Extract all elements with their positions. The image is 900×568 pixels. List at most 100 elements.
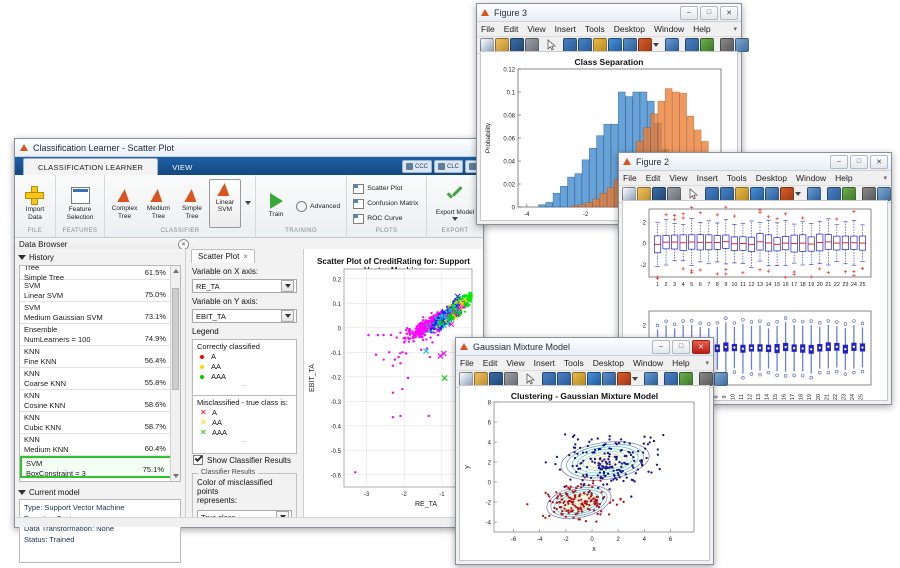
legend-icon[interactable] — [679, 372, 693, 386]
open-folder-icon[interactable] — [495, 38, 509, 52]
scroll-down-icon[interactable] — [173, 474, 179, 478]
print-icon[interactable] — [667, 187, 681, 201]
colorbar-icon[interactable] — [664, 372, 678, 386]
zoom-out-icon[interactable] — [557, 372, 571, 386]
figure-2-menu-tools[interactable]: Tools — [726, 173, 747, 183]
legend-icon[interactable] — [700, 38, 714, 52]
pan-icon[interactable] — [593, 38, 607, 52]
history-item[interactable]: SVM Linear SVM 75.0% — [20, 280, 180, 302]
history-scrollbar[interactable] — [170, 266, 180, 481]
pointer-icon[interactable] — [687, 188, 699, 200]
current-model-section-header[interactable]: Current model — [15, 486, 83, 498]
new-file-icon[interactable] — [480, 38, 494, 52]
history-section-header[interactable]: History — [15, 251, 185, 263]
tab-view[interactable]: VIEW — [172, 162, 193, 172]
save-icon[interactable] — [489, 372, 503, 386]
show-classifier-results-checkbox[interactable]: Show Classifier Results — [193, 455, 291, 465]
gmm-menu-edit[interactable]: Edit — [482, 358, 498, 368]
quick-access-clc[interactable]: CLC — [433, 160, 463, 173]
colorbar-icon[interactable] — [685, 38, 699, 52]
close-button[interactable]: ✕ — [720, 5, 738, 20]
plot-scatter-plot-button[interactable]: Scatter Plot — [351, 183, 404, 195]
rotate-icon[interactable] — [750, 187, 764, 201]
classifier-linear-svm[interactable]: Linear SVM — [208, 178, 242, 228]
figure-2-menu-desktop[interactable]: Desktop — [755, 173, 787, 183]
figure-2-menu-view[interactable]: View — [669, 173, 688, 183]
pointer-icon[interactable] — [545, 39, 557, 51]
history-item[interactable]: KNN Cubic KNN 58.7% — [20, 412, 180, 434]
rotate-icon[interactable] — [608, 38, 622, 52]
classifier-simple-tree[interactable]: Simple Tree — [177, 186, 207, 220]
zoom-out-icon[interactable] — [720, 187, 734, 201]
maximize-button[interactable]: □ — [672, 339, 690, 354]
figure-2-menu-window[interactable]: Window — [795, 173, 827, 183]
figure-3-menu-window[interactable]: Window — [653, 24, 685, 34]
history-item[interactable]: KNN Coarse KNN 55.8% — [20, 368, 180, 390]
minimize-button[interactable]: – — [652, 339, 670, 354]
classifier-complex-tree[interactable]: Complex Tree — [109, 186, 140, 221]
gmm-menu-window[interactable]: Window — [632, 358, 664, 368]
colorbar-icon[interactable] — [827, 187, 841, 201]
figure-3-menu-insert[interactable]: Insert — [554, 24, 576, 34]
new-file-icon[interactable] — [622, 187, 636, 201]
brush-icon[interactable] — [617, 372, 631, 386]
hide-plot-icon[interactable] — [862, 187, 876, 201]
gmm-menu-view[interactable]: View — [506, 358, 525, 368]
maximize-button[interactable]: □ — [850, 154, 868, 169]
figure-2-menu-insert[interactable]: Insert — [696, 173, 718, 183]
pan-icon[interactable] — [735, 187, 749, 201]
figure-3-menu-overflow-icon[interactable]: ▾ — [733, 26, 737, 33]
x-axis-select[interactable]: RE_TA — [192, 279, 297, 293]
export-model-button[interactable]: Export Model — [431, 187, 479, 222]
pan-icon[interactable] — [572, 372, 586, 386]
minimize-button[interactable]: – — [680, 5, 698, 20]
history-item[interactable]: Ensemble NumLearners = 100 74.9% — [20, 324, 180, 346]
hide-plot-icon[interactable] — [699, 372, 713, 386]
dropcaret[interactable] — [795, 188, 801, 200]
import-data-button[interactable]: Import Data — [19, 184, 51, 222]
figure-3-menu-edit[interactable]: Edit — [503, 24, 519, 34]
gmm-menu-insert[interactable]: Insert — [533, 358, 555, 368]
figure-2-menu-file[interactable]: File — [623, 173, 637, 183]
brush-icon[interactable] — [638, 38, 652, 52]
gmm-menu-help[interactable]: Help — [672, 358, 690, 368]
rotate-icon[interactable] — [587, 372, 601, 386]
datacursor-icon[interactable] — [623, 38, 637, 52]
gmm-menu-file[interactable]: File — [460, 358, 474, 368]
close-button[interactable]: ✕ — [870, 154, 888, 169]
chevron-down-icon[interactable] — [281, 310, 294, 322]
figure-3-menu-file[interactable]: File — [481, 24, 495, 34]
chevron-down-icon[interactable] — [281, 280, 294, 292]
advanced-button[interactable]: Advanced — [294, 200, 342, 213]
zoom-in-icon[interactable] — [705, 187, 719, 201]
print-icon[interactable] — [504, 372, 518, 386]
save-icon[interactable] — [510, 38, 524, 52]
zoom-out-icon[interactable] — [578, 38, 592, 52]
link-icon[interactable] — [665, 38, 679, 52]
dropcaret[interactable] — [632, 373, 638, 385]
zoom-in-icon[interactable] — [542, 372, 556, 386]
maximize-button[interactable]: □ — [700, 5, 718, 20]
zoom-in-icon[interactable] — [563, 38, 577, 52]
figure-2-menu-help[interactable]: Help — [835, 173, 853, 183]
y-axis-select[interactable]: EBIT_TA — [192, 309, 297, 323]
quick-access-ccc[interactable]: CCC — [401, 160, 432, 173]
link-icon[interactable] — [644, 372, 658, 386]
dock-icon[interactable] — [877, 187, 891, 201]
figure-2-menu-overflow-icon[interactable]: ▾ — [883, 175, 887, 182]
brush-icon[interactable] — [780, 187, 794, 201]
new-file-icon[interactable] — [459, 372, 473, 386]
figure-3-menu-tools[interactable]: Tools — [584, 24, 605, 34]
dropcaret[interactable] — [653, 39, 659, 51]
gmm-menu-overflow-icon[interactable]: ▾ — [705, 360, 709, 367]
pointer-icon[interactable] — [524, 373, 536, 385]
figure-3-menu-view[interactable]: View — [527, 24, 546, 34]
close-button[interactable]: ✕ — [692, 339, 710, 354]
open-folder-icon[interactable] — [474, 372, 488, 386]
datacursor-icon[interactable] — [602, 372, 616, 386]
plot-confusion-matrix-button[interactable]: Confusion Matrix — [351, 198, 420, 210]
feature-selection-button[interactable]: Feature Selection — [60, 184, 100, 222]
gmm-menu-desktop[interactable]: Desktop — [592, 358, 624, 368]
scrollbar-thumb[interactable] — [172, 288, 179, 390]
history-list[interactable]: Tree Simple Tree 61.5% SVM Linear SVM 75.0% SV… — [19, 265, 181, 482]
